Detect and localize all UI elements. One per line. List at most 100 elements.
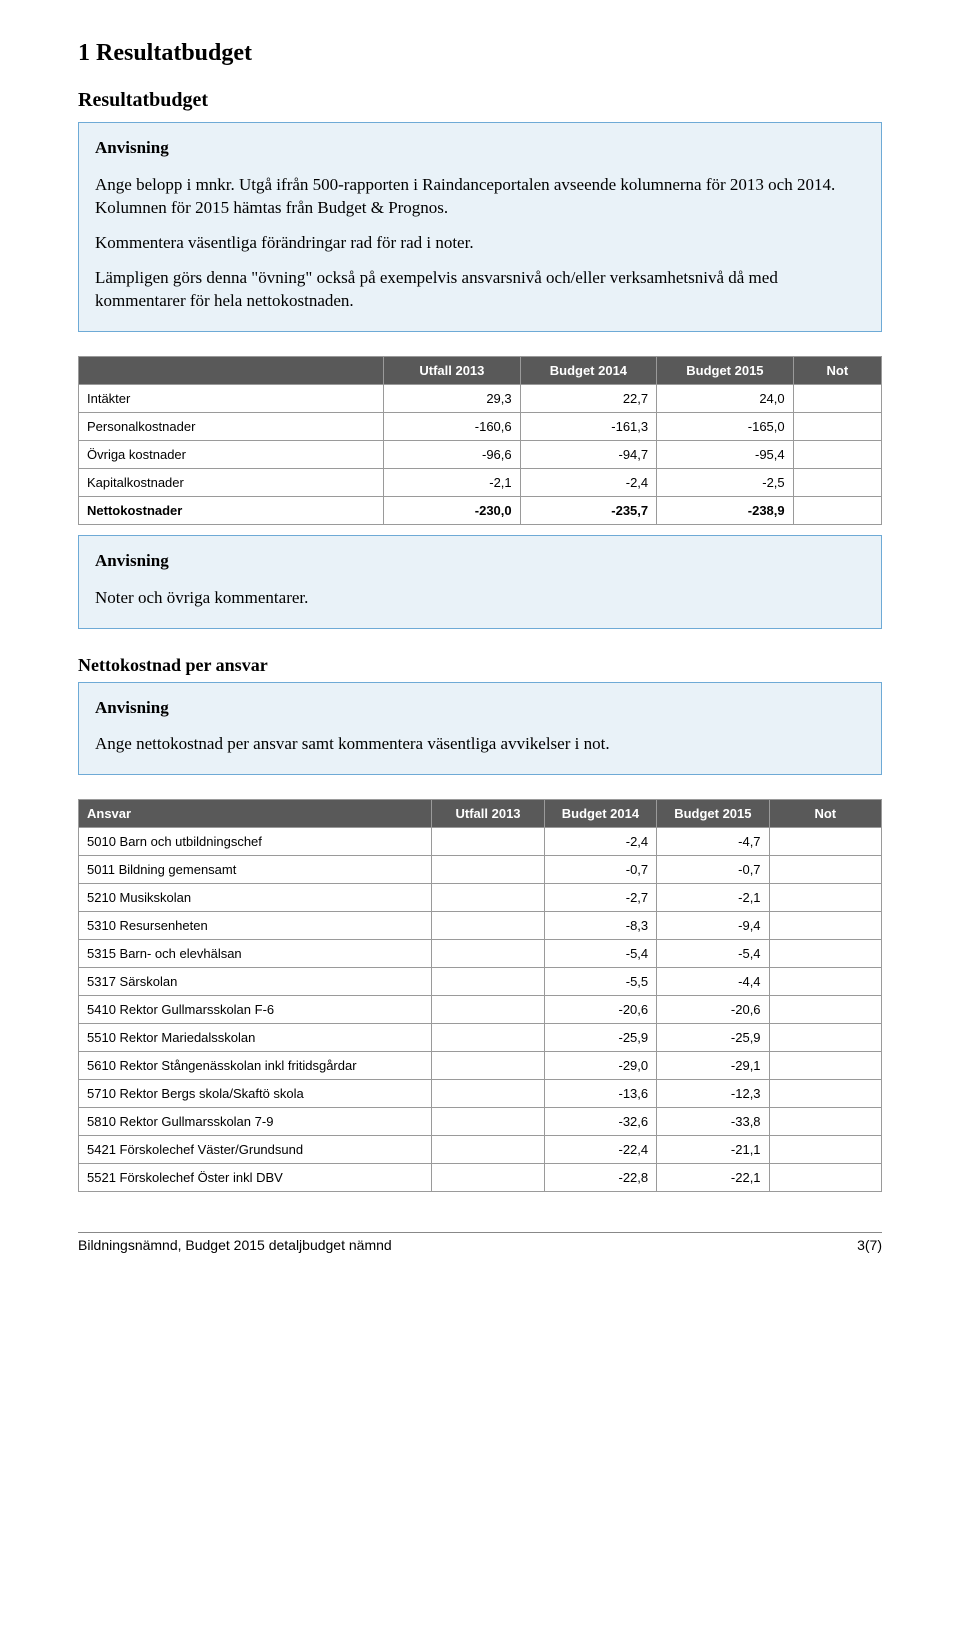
row-label: 5011 Bildning gemensamt <box>79 856 432 884</box>
instruction-text: Noter och övriga kommentarer. <box>95 587 865 610</box>
instruction-text: Ange belopp i mnkr. Utgå ifrån 500-rappo… <box>95 174 865 220</box>
cell-budget-2015: -5,4 <box>657 940 769 968</box>
cell-budget-2014: -22,4 <box>544 1136 656 1164</box>
table-row: Övriga kostnader-96,6-94,7-95,4 <box>79 440 882 468</box>
cell-utfall-2013 <box>432 968 544 996</box>
footer-left: Bildningsnämnd, Budget 2015 detaljbudget… <box>78 1237 392 1253</box>
cell-budget-2015: -21,1 <box>657 1136 769 1164</box>
table-row: 5011 Bildning gemensamt -0,7-0,7 <box>79 856 882 884</box>
table-row: Personalkostnader-160,6-161,3-165,0 <box>79 412 882 440</box>
row-label: 5521 Förskolechef Öster inkl DBV <box>79 1164 432 1192</box>
cell-budget-2014: -94,7 <box>520 440 657 468</box>
instruction-box-2: Anvisning Noter och övriga kommentarer. <box>78 535 882 629</box>
table-row: Nettokostnader-230,0-235,7-238,9 <box>79 496 882 524</box>
table-row: 5810 Rektor Gullmarsskolan 7-9 -32,6-33,8 <box>79 1108 882 1136</box>
cell-budget-2014: -22,8 <box>544 1164 656 1192</box>
table-row: 5410 Rektor Gullmarsskolan F-6 -20,6-20,6 <box>79 996 882 1024</box>
section-number-title: 1 Resultatbudget <box>78 40 882 67</box>
cell-budget-2014: -32,6 <box>544 1108 656 1136</box>
cell-not <box>769 912 881 940</box>
cell-utfall-2013: 29,3 <box>384 384 521 412</box>
instruction-text: Kommentera väsentliga förändringar rad f… <box>95 232 865 255</box>
row-label: 5610 Rektor Stångenässkolan inkl fritids… <box>79 1052 432 1080</box>
col-not: Not <box>793 356 881 384</box>
cell-budget-2014: -8,3 <box>544 912 656 940</box>
row-label: 5310 Resursenheten <box>79 912 432 940</box>
table-row: 5315 Barn- och elevhälsan-5,4-5,4 <box>79 940 882 968</box>
cell-not <box>793 440 881 468</box>
cell-utfall-2013: -2,1 <box>384 468 521 496</box>
cell-budget-2014: -5,5 <box>544 968 656 996</box>
cell-utfall-2013 <box>432 996 544 1024</box>
col-ansvar: Ansvar <box>79 800 432 828</box>
row-label: Personalkostnader <box>79 412 384 440</box>
cell-budget-2014: -20,6 <box>544 996 656 1024</box>
cell-budget-2015: -4,4 <box>657 968 769 996</box>
cell-budget-2015: -2,5 <box>657 468 794 496</box>
subsection-title-netto: Nettokostnad per ansvar <box>78 655 882 676</box>
row-label: Nettokostnader <box>79 496 384 524</box>
cell-budget-2015: 24,0 <box>657 384 794 412</box>
col-budget-2014: Budget 2014 <box>520 356 657 384</box>
cell-budget-2014: -13,6 <box>544 1080 656 1108</box>
table-row: 5510 Rektor Mariedalsskolan -25,9-25,9 <box>79 1024 882 1052</box>
table-row: 5610 Rektor Stångenässkolan inkl fritids… <box>79 1052 882 1080</box>
table-row: 5317 Särskolan -5,5-4,4 <box>79 968 882 996</box>
row-label: 5410 Rektor Gullmarsskolan F-6 <box>79 996 432 1024</box>
cell-budget-2014: -235,7 <box>520 496 657 524</box>
col-empty <box>79 356 384 384</box>
cell-utfall-2013 <box>432 1052 544 1080</box>
cell-budget-2014: -2,7 <box>544 884 656 912</box>
cell-budget-2014: -161,3 <box>520 412 657 440</box>
cell-budget-2014: -0,7 <box>544 856 656 884</box>
cell-utfall-2013 <box>432 1164 544 1192</box>
table-row: Intäkter29,322,724,0 <box>79 384 882 412</box>
cell-not <box>769 1080 881 1108</box>
cell-budget-2015: -33,8 <box>657 1108 769 1136</box>
page-footer: Bildningsnämnd, Budget 2015 detaljbudget… <box>78 1233 882 1253</box>
subsection-title: Resultatbudget <box>78 89 882 112</box>
cell-budget-2015: -95,4 <box>657 440 794 468</box>
cell-budget-2015: -20,6 <box>657 996 769 1024</box>
cell-budget-2014: -2,4 <box>544 828 656 856</box>
row-label: 5710 Rektor Bergs skola/Skaftö skola <box>79 1080 432 1108</box>
col-budget-2015: Budget 2015 <box>657 800 769 828</box>
cell-not <box>769 856 881 884</box>
cell-utfall-2013 <box>432 884 544 912</box>
cell-utfall-2013 <box>432 1108 544 1136</box>
table-row: Kapitalkostnader-2,1-2,4-2,5 <box>79 468 882 496</box>
cell-budget-2015: -4,7 <box>657 828 769 856</box>
cell-budget-2015: -2,1 <box>657 884 769 912</box>
cell-not <box>793 496 881 524</box>
cell-utfall-2013 <box>432 856 544 884</box>
row-label: 5510 Rektor Mariedalsskolan <box>79 1024 432 1052</box>
instruction-label: Anvisning <box>95 550 865 573</box>
cell-utfall-2013: -160,6 <box>384 412 521 440</box>
cell-budget-2014: 22,7 <box>520 384 657 412</box>
row-label: 5421 Förskolechef Väster/Grundsund <box>79 1136 432 1164</box>
cell-not <box>793 412 881 440</box>
cell-utfall-2013 <box>432 1136 544 1164</box>
cell-budget-2015: -0,7 <box>657 856 769 884</box>
cell-budget-2014: -25,9 <box>544 1024 656 1052</box>
instruction-text: Lämpligen görs denna "övning" också på e… <box>95 267 865 313</box>
cell-utfall-2013: -96,6 <box>384 440 521 468</box>
row-label: 5810 Rektor Gullmarsskolan 7-9 <box>79 1108 432 1136</box>
cell-utfall-2013: -230,0 <box>384 496 521 524</box>
table-row: 5521 Förskolechef Öster inkl DBV-22,8-22… <box>79 1164 882 1192</box>
table-row: 5710 Rektor Bergs skola/Skaftö skola -13,… <box>79 1080 882 1108</box>
instruction-label: Anvisning <box>95 697 865 720</box>
col-utfall-2013: Utfall 2013 <box>384 356 521 384</box>
cell-budget-2015: -25,9 <box>657 1024 769 1052</box>
table-row: 5310 Resursenheten-8,3-9,4 <box>79 912 882 940</box>
instruction-text: Ange nettokostnad per ansvar samt kommen… <box>95 733 865 756</box>
row-label: Kapitalkostnader <box>79 468 384 496</box>
cell-not <box>793 468 881 496</box>
row-label: Övriga kostnader <box>79 440 384 468</box>
cell-utfall-2013 <box>432 1024 544 1052</box>
table-row: 5421 Förskolechef Väster/Grundsund -22,4-… <box>79 1136 882 1164</box>
cell-not <box>769 1164 881 1192</box>
cell-not <box>769 1136 881 1164</box>
footer-right: 3(7) <box>857 1237 882 1253</box>
row-label: 5317 Särskolan <box>79 968 432 996</box>
